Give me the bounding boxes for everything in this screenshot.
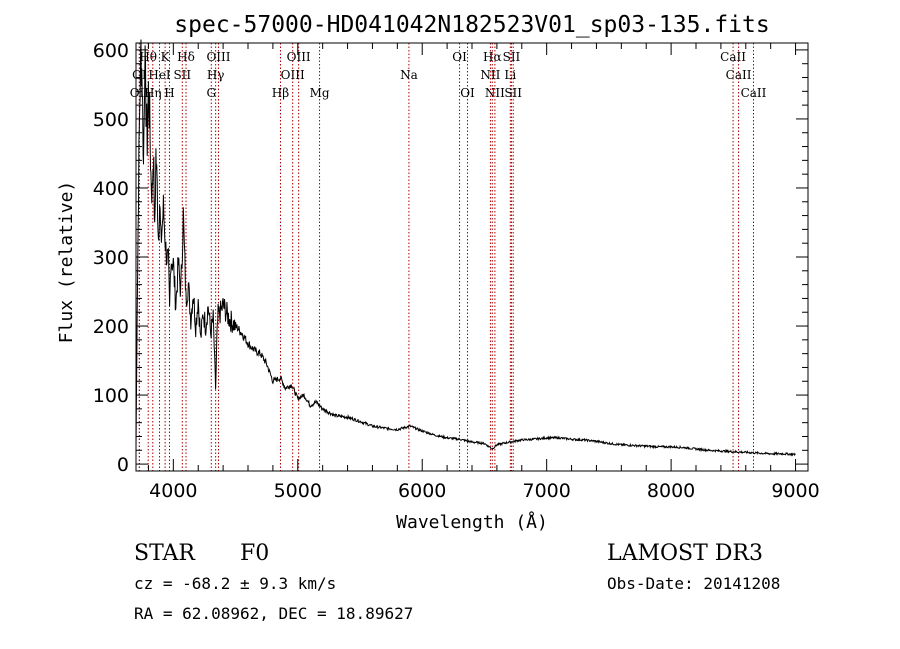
spectral-line-label: CaII — [741, 86, 767, 100]
observation-date: Obs-Date: 20141208 — [607, 574, 780, 593]
spectral-line-label: G — [206, 86, 216, 100]
x-axis-title: Wavelength (Å) — [396, 511, 548, 533]
spectral-line-label: Hη — [144, 86, 162, 100]
spectral-line-label: OIII — [206, 50, 230, 64]
x-tick-label: 5000 — [274, 480, 322, 502]
plot-frame — [135, 42, 809, 472]
spectral-line-markers — [138, 43, 754, 471]
x-tick-label: 4000 — [149, 480, 197, 502]
y-tick-label: 500 — [93, 109, 129, 131]
y-tick-label: 400 — [93, 178, 129, 200]
spectral-line-label: Hβ — [272, 86, 289, 100]
x-tick-label: 7000 — [522, 480, 570, 502]
x-tick-label: 6000 — [398, 480, 446, 502]
spectral-line-label: CaII — [720, 50, 746, 64]
y-tick-label: 200 — [93, 316, 129, 338]
spectral-line-label: NII — [480, 68, 500, 82]
spectral-line-label: H — [164, 86, 174, 100]
spectral-line-label: SII — [503, 50, 521, 64]
spectral-line-label: Na — [400, 68, 418, 82]
spectral-line-label: K — [161, 50, 171, 64]
y-tick-label: 100 — [93, 385, 129, 407]
spectral-line-label: OIII — [281, 68, 305, 82]
spectral-line-label: OI — [452, 50, 467, 64]
spectral-line-label: NII — [485, 86, 505, 100]
x-tick-label: 8000 — [647, 480, 695, 502]
y-tick-label: 300 — [93, 247, 129, 269]
object-class: STAR — [134, 541, 196, 566]
spectral-line-label: OIII — [287, 50, 311, 64]
flux-series-line — [135, 39, 796, 457]
subclass: F0 — [240, 541, 269, 566]
spectral-line-label: Hθ — [139, 50, 157, 64]
spectral-line-label: SII — [173, 68, 191, 82]
y-axis-title: Flux (relative) — [56, 181, 77, 344]
y-tick-label: 0 — [117, 454, 129, 476]
spectral-line-label: Hγ — [207, 68, 225, 82]
redshift-cz: cz = -68.2 ± 9.3 km/s — [134, 574, 336, 593]
x-axis-ticks: 4000 5000 6000 7000 8000 9000 — [147, 43, 820, 502]
spectral-line-label: Hα — [483, 50, 502, 64]
spectral-line-label: SII — [504, 86, 522, 100]
spectral-line-label: Hδ — [177, 50, 195, 64]
spectral-line-label: OI — [460, 86, 475, 100]
x-tick-label: 9000 — [771, 480, 819, 502]
spectral-line-label: HeI — [148, 68, 171, 82]
chart-title: spec-57000-HD041042N182523V01_sp03-135.f… — [174, 12, 769, 38]
survey-name: LAMOST DR3 — [607, 541, 763, 566]
spectral-line-label: Mg — [310, 86, 330, 100]
ra-dec: RA = 62.08962, DEC = 18.89627 — [134, 604, 413, 623]
spectral-line-label: CaII — [726, 68, 752, 82]
spectral-line-label: Li — [504, 68, 516, 82]
y-axis-ticks: 0 100 200 300 400 500 600 — [93, 40, 808, 476]
y-tick-label: 600 — [93, 40, 129, 62]
